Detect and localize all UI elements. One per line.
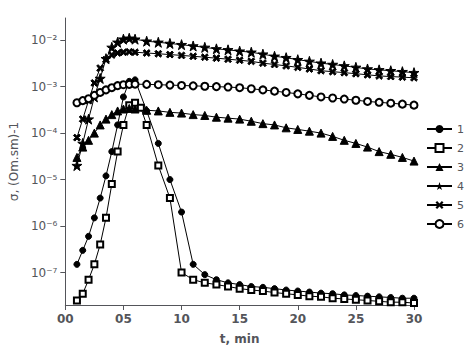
svg-text:10⁻⁶: 10⁻⁶: [31, 219, 58, 233]
svg-text:20: 20: [289, 312, 306, 326]
svg-text:6: 6: [457, 218, 464, 231]
svg-text:1: 1: [457, 123, 464, 136]
svg-text:00: 00: [57, 312, 74, 326]
svg-text:10⁻³: 10⁻³: [31, 80, 58, 94]
svg-text:05: 05: [115, 312, 132, 326]
svg-text:10⁻⁷: 10⁻⁷: [31, 266, 58, 280]
svg-text:3: 3: [457, 161, 464, 174]
svg-text:5: 5: [457, 199, 464, 212]
svg-text:30: 30: [406, 312, 423, 326]
svg-text:15: 15: [231, 312, 248, 326]
svg-text:2: 2: [457, 142, 464, 155]
svg-text:4: 4: [457, 180, 464, 193]
svg-text:25: 25: [348, 312, 365, 326]
svg-text:σ, (Om.sm)-1: σ, (Om.sm)-1: [7, 122, 21, 201]
svg-text:t, min: t, min: [220, 332, 260, 346]
svg-text:10: 10: [173, 312, 190, 326]
svg-text:10⁻⁵: 10⁻⁵: [31, 173, 58, 187]
svg-text:10⁻²: 10⁻²: [31, 33, 58, 47]
svg-text:10⁻⁴: 10⁻⁴: [31, 126, 58, 140]
